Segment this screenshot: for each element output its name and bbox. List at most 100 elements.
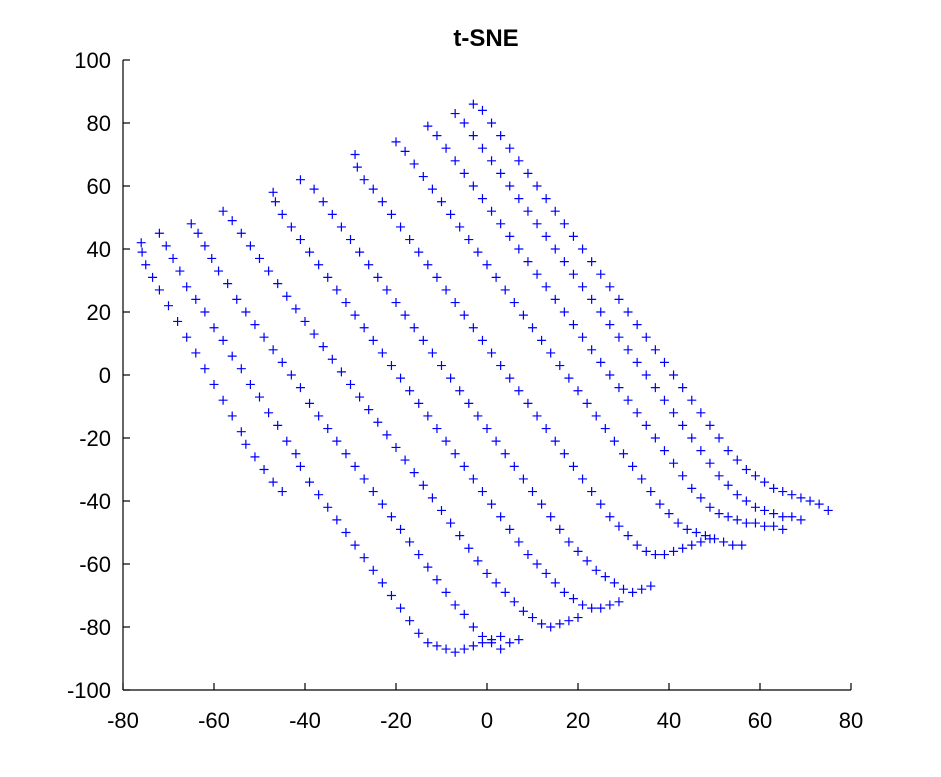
data-point-plus-marker xyxy=(477,143,487,153)
y-tick-label: 0 xyxy=(99,363,111,388)
data-point-plus-marker xyxy=(778,487,788,497)
data-point-plus-marker xyxy=(568,231,578,241)
data-point-plus-marker xyxy=(286,370,296,380)
data-point-plus-marker xyxy=(414,628,424,638)
data-point-plus-marker xyxy=(614,294,624,304)
data-point-plus-marker xyxy=(787,512,797,522)
data-point-plus-marker xyxy=(450,600,460,610)
data-point-plus-marker xyxy=(659,550,669,560)
data-point-plus-marker xyxy=(541,424,551,434)
data-point-plus-marker xyxy=(673,518,683,528)
data-point-plus-marker xyxy=(532,559,542,569)
data-point-plus-marker xyxy=(555,619,565,629)
data-point-plus-marker xyxy=(245,379,255,389)
data-point-plus-marker xyxy=(396,524,406,534)
data-point-plus-marker xyxy=(200,307,210,317)
data-point-plus-marker xyxy=(696,446,706,456)
data-point-plus-marker xyxy=(396,373,406,383)
data-point-plus-marker xyxy=(332,436,342,446)
data-point-plus-marker xyxy=(514,156,524,166)
data-point-plus-marker xyxy=(732,515,742,525)
x-tick-label: -40 xyxy=(289,708,321,733)
data-point-plus-marker xyxy=(582,398,592,408)
data-point-plus-marker xyxy=(218,395,228,405)
data-point-plus-marker xyxy=(714,471,724,481)
data-point-plus-marker xyxy=(477,335,487,345)
data-point-plus-marker xyxy=(441,644,451,654)
data-point-plus-marker xyxy=(650,550,660,560)
data-point-plus-marker xyxy=(578,282,588,292)
data-point-plus-marker xyxy=(750,471,760,481)
data-point-plus-marker xyxy=(505,524,515,534)
data-point-plus-marker xyxy=(477,105,487,115)
data-point-plus-marker xyxy=(496,361,506,371)
data-point-plus-marker xyxy=(541,194,551,204)
data-point-plus-marker xyxy=(346,379,355,389)
y-tick-label: -60 xyxy=(79,552,111,577)
data-point-plus-marker xyxy=(509,461,519,471)
data-point-plus-marker xyxy=(482,260,492,270)
data-point-plus-marker xyxy=(568,594,578,604)
data-point-plus-marker xyxy=(450,156,460,166)
data-point-plus-marker xyxy=(282,291,292,301)
data-point-plus-marker xyxy=(609,436,619,446)
data-point-plus-marker xyxy=(700,531,710,541)
data-point-plus-marker xyxy=(264,266,274,276)
data-point-plus-marker xyxy=(573,613,583,623)
data-point-plus-marker xyxy=(564,373,574,383)
data-point-plus-marker xyxy=(537,335,547,345)
data-point-plus-marker xyxy=(368,487,378,497)
data-point-plus-marker xyxy=(528,487,537,497)
data-point-plus-marker xyxy=(523,398,533,408)
data-point-plus-marker xyxy=(632,320,642,330)
data-point-plus-marker xyxy=(532,269,542,279)
data-point-plus-marker xyxy=(760,505,770,515)
data-point-plus-marker xyxy=(696,493,706,503)
data-point-plus-marker xyxy=(191,294,201,304)
data-point-plus-marker xyxy=(505,638,515,648)
data-point-plus-marker xyxy=(555,361,565,371)
data-point-plus-marker xyxy=(450,647,460,657)
data-point-plus-marker xyxy=(496,219,506,229)
data-point-plus-marker xyxy=(277,487,287,497)
data-point-plus-marker xyxy=(518,606,528,616)
data-point-plus-marker xyxy=(500,449,510,459)
data-point-plus-marker xyxy=(568,269,578,279)
data-point-plus-marker xyxy=(164,301,173,311)
y-tick-label: -20 xyxy=(79,426,111,451)
data-point-plus-marker xyxy=(459,609,469,619)
data-point-plus-marker xyxy=(386,361,396,371)
data-point-plus-marker xyxy=(355,392,365,402)
data-point-plus-marker xyxy=(477,194,487,204)
x-tick-label: 80 xyxy=(839,708,863,733)
data-point-plus-marker xyxy=(641,370,651,380)
y-tick-label: -80 xyxy=(79,615,111,640)
data-point-plus-marker xyxy=(678,420,688,430)
data-point-plus-marker xyxy=(650,345,660,355)
data-point-plus-marker xyxy=(200,241,210,251)
y-tick-label: 80 xyxy=(87,111,111,136)
data-point-plus-marker xyxy=(769,509,779,519)
data-point-plus-marker xyxy=(796,515,806,525)
x-tick-label: 0 xyxy=(481,708,493,733)
data-point-plus-marker xyxy=(341,298,351,308)
data-point-plus-marker xyxy=(291,304,301,314)
data-point-plus-marker xyxy=(459,118,469,128)
data-point-plus-marker xyxy=(207,253,217,263)
data-point-plus-marker xyxy=(368,335,378,345)
data-point-plus-marker xyxy=(355,247,365,257)
data-point-plus-marker xyxy=(514,194,524,204)
data-point-plus-marker xyxy=(175,266,185,276)
data-point-plus-marker xyxy=(441,587,451,597)
data-point-plus-marker xyxy=(352,162,362,172)
data-point-plus-marker xyxy=(270,197,280,207)
data-point-plus-marker xyxy=(573,386,583,396)
data-point-plus-marker xyxy=(687,483,697,493)
data-point-plus-marker xyxy=(496,644,506,654)
data-point-plus-marker xyxy=(600,424,610,434)
data-point-plus-marker xyxy=(418,172,428,182)
data-point-plus-marker xyxy=(409,159,419,169)
data-point-plus-marker xyxy=(487,348,497,358)
data-point-plus-marker xyxy=(209,379,219,389)
data-point-plus-marker xyxy=(350,150,360,159)
